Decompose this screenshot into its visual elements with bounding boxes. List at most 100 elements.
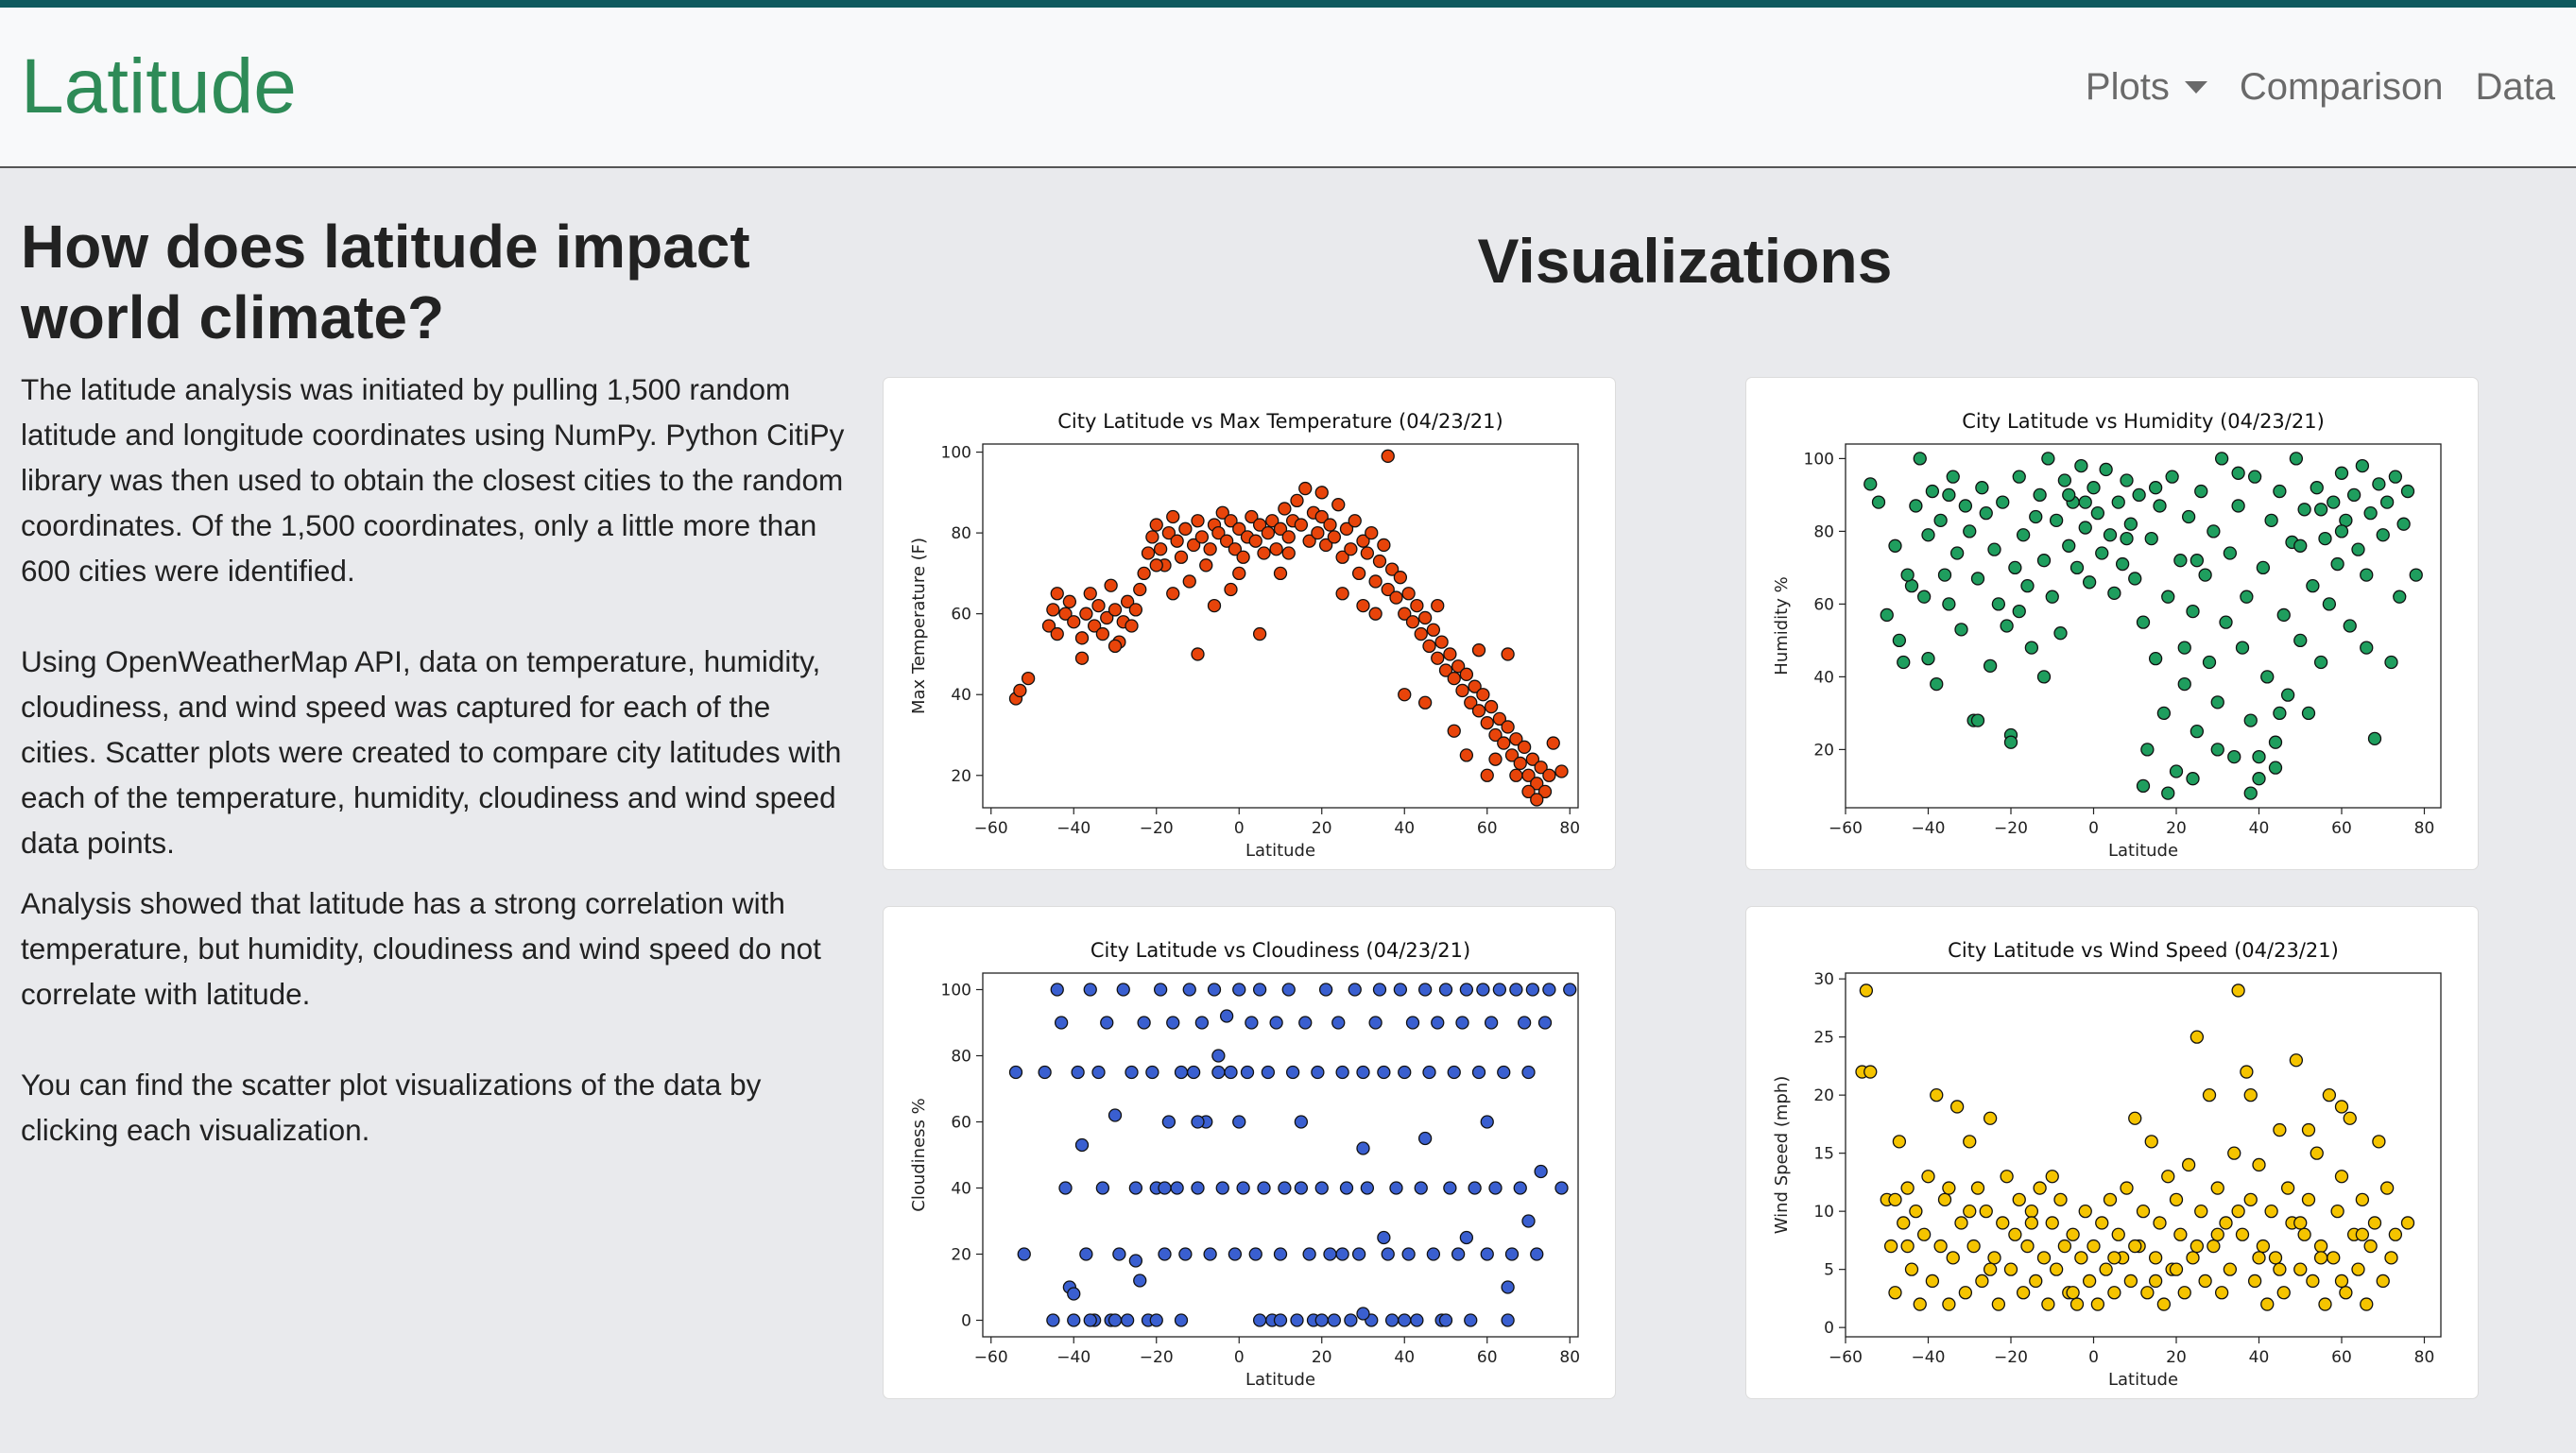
- data-point: [1079, 607, 1093, 621]
- data-point: [2111, 1227, 2125, 1241]
- data-point: [2346, 487, 2361, 503]
- data-point: [2210, 1227, 2224, 1241]
- data-point: [1377, 1065, 1391, 1080]
- data-point: [1530, 793, 1544, 807]
- data-point: [1278, 1181, 1292, 1195]
- humidity-plot-card[interactable]: City Latitude vs Humidity (04/23/21) −60 −…: [1746, 378, 2478, 869]
- cloudiness-plot-card[interactable]: City Latitude vs Cloudiness (04/23/21) −6…: [884, 907, 1615, 1398]
- x-tick-label: −20: [1994, 1348, 2028, 1367]
- data-point: [2243, 786, 2258, 800]
- y-tick-label: 5: [1824, 1261, 1834, 1280]
- data-point: [1501, 1313, 1515, 1327]
- y-axis-label: Max Temperature (F): [909, 538, 929, 714]
- data-point: [1459, 983, 1474, 997]
- y-tick-label: 80: [951, 524, 971, 543]
- nav-data[interactable]: Data: [2475, 65, 2556, 108]
- data-point: [1459, 748, 1474, 762]
- plot-frame: [1845, 443, 2442, 809]
- data-point: [1083, 983, 1097, 997]
- data-point: [2276, 1286, 2291, 1300]
- data-point: [2252, 772, 2266, 786]
- data-point: [2351, 542, 2365, 556]
- data-point: [1401, 1247, 1416, 1261]
- data-point: [2090, 1297, 2105, 1311]
- data-point: [2327, 495, 2341, 509]
- x-tick-label: 20: [2166, 1348, 2187, 1367]
- data-point: [2120, 531, 2134, 546]
- data-point: [1174, 550, 1189, 564]
- data-point: [1232, 983, 1246, 997]
- data-point: [2293, 538, 2308, 553]
- x-tick-label: 60: [1477, 1348, 1498, 1367]
- data-point: [2036, 1251, 2052, 1265]
- data-point: [1166, 587, 1180, 601]
- data-point: [1464, 1313, 1478, 1327]
- data-point: [2240, 1065, 2254, 1079]
- data-point: [2297, 1227, 2311, 1241]
- data-point: [1360, 546, 1375, 560]
- data-point: [2115, 556, 2130, 572]
- data-point: [2066, 1227, 2080, 1241]
- nav-comparison[interactable]: Comparison: [2239, 65, 2444, 108]
- data-point: [1422, 1065, 1436, 1080]
- data-point: [1166, 1016, 1180, 1030]
- data-point: [2024, 1205, 2039, 1219]
- data-point: [1405, 615, 1420, 629]
- y-tick-label: 60: [951, 1114, 971, 1133]
- data-point: [1389, 1181, 1403, 1195]
- data-point: [2273, 484, 2287, 499]
- wind-speed-scatter-plot: City Latitude vs Wind Speed (04/23/21) −6…: [1772, 939, 2442, 1390]
- data-point: [1236, 550, 1250, 564]
- data-point: [1302, 534, 1316, 548]
- data-point: [1484, 699, 1499, 714]
- data-point: [1438, 1313, 1453, 1327]
- data-point: [2256, 1239, 2271, 1254]
- data-point: [1252, 518, 1267, 532]
- data-point: [2310, 1146, 2324, 1160]
- data-point: [1323, 518, 1337, 532]
- temperature-plot-card[interactable]: City Latitude vs Max Temperature (04/23/…: [884, 378, 1615, 869]
- y-axis-label: Wind Speed (mph): [1772, 1076, 1792, 1235]
- intro-paragraph-2: Using OpenWeatherMap API, data on temper…: [21, 644, 842, 860]
- data-point: [1232, 566, 1246, 581]
- data-point: [1314, 1181, 1329, 1195]
- data-point: [2301, 706, 2316, 721]
- data-point: [1925, 484, 1940, 499]
- data-point: [2264, 513, 2278, 528]
- data-point: [2128, 572, 2142, 586]
- data-point: [1530, 777, 1544, 791]
- intro-column: How does latitude impact world climate? …: [0, 168, 850, 1153]
- data-point: [1970, 1181, 1985, 1195]
- x-tick-label: 0: [1234, 819, 1245, 838]
- brand-link[interactable]: Latitude: [21, 43, 297, 129]
- data-point: [1327, 1313, 1342, 1327]
- data-point: [1480, 768, 1494, 782]
- data-point: [1384, 562, 1400, 576]
- y-tick-label: 40: [951, 1180, 971, 1199]
- data-point: [1983, 1111, 1998, 1125]
- data-point: [1095, 1181, 1110, 1195]
- data-point: [1149, 558, 1163, 573]
- data-point: [2293, 1216, 2308, 1230]
- data-point: [2334, 1274, 2349, 1289]
- data-point: [2318, 531, 2332, 546]
- plots-dropdown[interactable]: Plots: [2086, 66, 2207, 109]
- data-point: [2036, 554, 2052, 568]
- data-point: [1062, 594, 1077, 608]
- data-point: [1211, 1049, 1226, 1063]
- data-point: [1900, 1181, 1915, 1195]
- data-point: [1921, 528, 1935, 542]
- data-point: [2107, 1286, 2121, 1300]
- wind-speed-plot-card[interactable]: City Latitude vs Wind Speed (04/23/21) −6…: [1746, 907, 2478, 1398]
- x-tick-label: 0: [1234, 1348, 1245, 1367]
- data-point: [2280, 1181, 2295, 1195]
- data-point: [1417, 1131, 1433, 1146]
- data-point: [1368, 1016, 1382, 1030]
- data-point: [1933, 513, 1948, 528]
- data-point: [1219, 534, 1234, 548]
- data-point: [1050, 983, 1064, 997]
- y-tick-label: 40: [951, 686, 971, 705]
- data-point: [1509, 732, 1523, 746]
- data-point: [1996, 495, 2010, 509]
- data-point: [2376, 1274, 2390, 1289]
